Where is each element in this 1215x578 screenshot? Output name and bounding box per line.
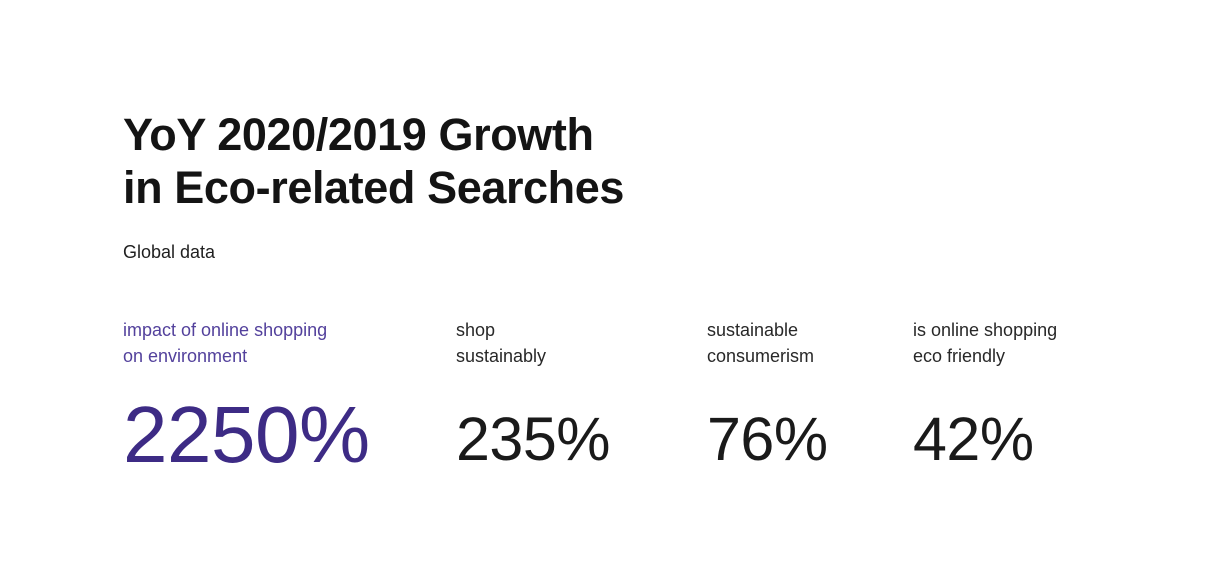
stat-label: impact of online shopping on environment: [123, 317, 456, 369]
stat-value: 42%: [913, 405, 1034, 473]
stat-label: shop sustainably: [456, 317, 707, 369]
stat-is-online-shopping-eco-friendly: is online shopping eco friendly 42%: [913, 317, 1057, 475]
stat-label-line: eco friendly: [913, 346, 1006, 366]
stat-impact-of-online-shopping: impact of online shopping on environment…: [123, 317, 456, 475]
page-title: YoY 2020/2019 Growth in Eco-related Sear…: [123, 108, 624, 214]
stat-label-line: impact of online shopping: [123, 320, 328, 340]
stat-value: 235%: [456, 405, 611, 473]
stat-label-line: sustainable: [707, 320, 799, 340]
stat-label-line: sustainably: [456, 346, 547, 366]
stat-value: 2250%: [123, 390, 370, 479]
stat-value: 76%: [707, 405, 828, 473]
subtitle-global-data: Global data: [123, 242, 216, 262]
stat-label: is online shopping eco friendly: [913, 317, 1057, 369]
stat-label-line: consumerism: [707, 346, 815, 366]
stat-shop-sustainably: shop sustainably 235%: [456, 317, 707, 475]
stat-label: sustainable consumerism: [707, 317, 913, 369]
stats-row: impact of online shopping on environment…: [123, 317, 1057, 475]
stat-label-line: shop: [456, 320, 496, 340]
stat-label-line: is online shopping: [913, 320, 1058, 340]
page-title-line-1: YoY 2020/2019 Growth: [123, 109, 594, 160]
stat-sustainable-consumerism: sustainable consumerism 76%: [707, 317, 913, 475]
stat-label-line: on environment: [123, 346, 248, 366]
page-title-line-2: in Eco-related Searches: [123, 162, 625, 213]
